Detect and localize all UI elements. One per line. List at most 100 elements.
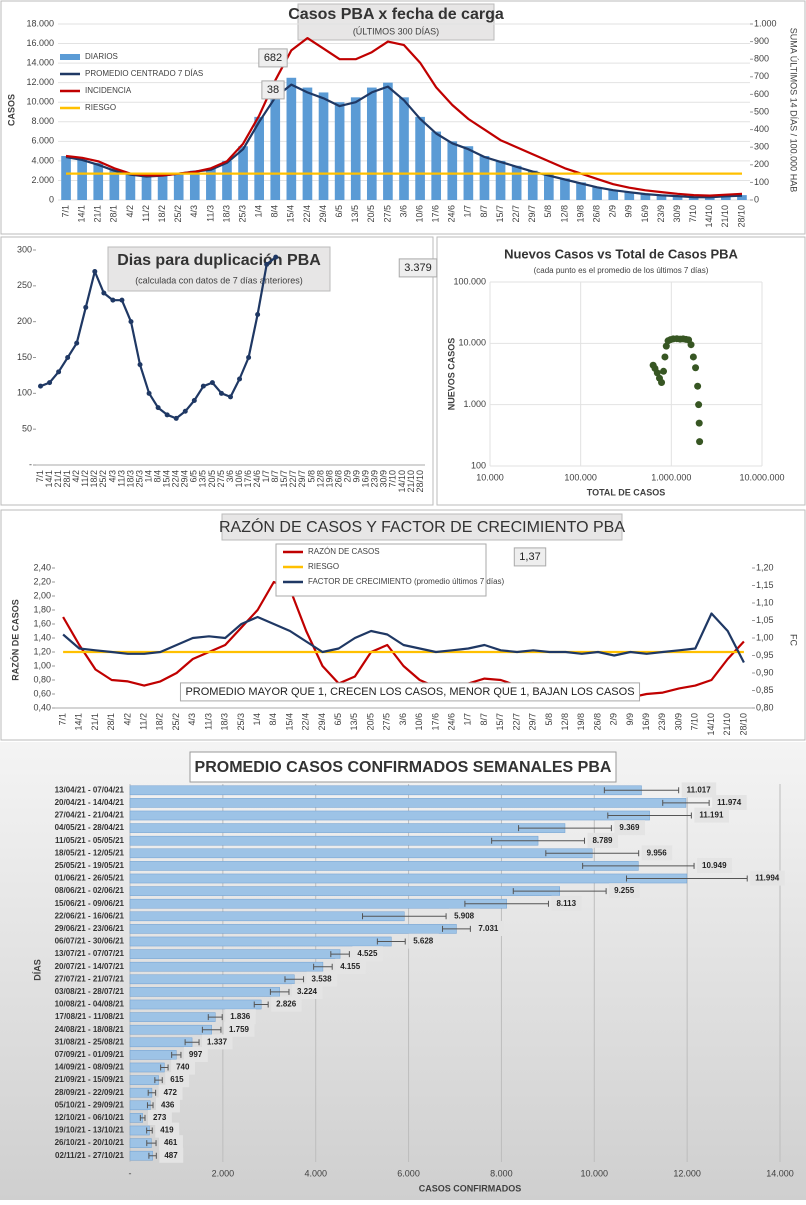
- annotation: 1,37: [519, 551, 540, 563]
- x-tick-label: 10/6: [234, 470, 244, 488]
- x-tick-label: 14/1: [74, 713, 84, 731]
- error-bar: [284, 976, 305, 983]
- annotation-box: [291, 984, 323, 1000]
- error-bar: [184, 1039, 200, 1046]
- x-tick-label: 4/3: [189, 205, 199, 218]
- y2-tick-label: 1.000: [754, 18, 777, 28]
- marker: [101, 290, 107, 296]
- error-bar: [207, 1014, 223, 1021]
- error-bar: [146, 1127, 153, 1134]
- x-tick-label: 7/10: [388, 470, 398, 488]
- x-tick-label: 18/2: [155, 713, 165, 731]
- bar: [189, 170, 200, 200]
- y-tick-label: 11/05/21 - 05/05/21: [55, 836, 125, 845]
- x-tick-label: 18/2: [157, 205, 167, 223]
- marker: [83, 304, 89, 310]
- y-tick-label: 10.000: [458, 338, 486, 348]
- legend-label: FACTOR DE CRECIMIENTO (promedio últimos …: [308, 577, 505, 586]
- y-tick-label: 28/09/21 - 22/09/21: [55, 1088, 125, 1097]
- annotation-box: [712, 795, 747, 811]
- data-label: 8.113: [556, 899, 576, 908]
- bar: [61, 156, 71, 200]
- x-tick-label: 21/1: [93, 205, 103, 223]
- bar: [77, 157, 87, 200]
- x-tick-label: 4.000: [304, 1168, 327, 1178]
- y-tick-label: 27/07/21 - 21/07/21: [55, 974, 125, 983]
- error-bar: [512, 888, 607, 895]
- x-tick-label: 10/6: [414, 713, 424, 731]
- data-label: 4.525: [357, 949, 378, 958]
- x-tick-label: 11/3: [205, 205, 215, 222]
- bar: [129, 936, 392, 947]
- x-tick-label: 15/4: [162, 470, 172, 488]
- y2-tick-label: 0,90: [756, 667, 774, 677]
- bar: [672, 196, 683, 200]
- x-axis-label: CASOS CONFIRMADOS: [419, 1183, 522, 1193]
- bar: [302, 87, 313, 200]
- annotation-box: [587, 832, 619, 848]
- y2-axis-label: FC: [789, 634, 799, 646]
- bar: [129, 835, 539, 846]
- point: [692, 364, 700, 372]
- y2-tick-label: 0: [754, 194, 759, 204]
- x-tick-label: 12/8: [315, 470, 325, 488]
- annotation-box: [398, 258, 438, 278]
- annotation-box: [179, 682, 641, 702]
- annotation-box: [641, 845, 673, 861]
- data-label: 9.956: [647, 848, 668, 857]
- x-tick-label: 14/1: [44, 470, 54, 488]
- x-tick-label: 22/7: [511, 205, 521, 223]
- data-label: 740: [176, 1063, 190, 1072]
- x-tick-label: 29/4: [180, 470, 190, 488]
- data-label: 1.337: [207, 1037, 228, 1046]
- error-bar: [607, 812, 692, 819]
- bar: [383, 82, 393, 200]
- y-tick-label: 1,40: [33, 632, 51, 642]
- error-bar: [148, 1152, 157, 1159]
- bar: [222, 160, 232, 200]
- y-tick-label: 18/05/21 - 12/05/21: [55, 848, 125, 857]
- bar: [129, 961, 324, 972]
- bar: [141, 175, 152, 200]
- x-tick-label: 30/9: [672, 205, 682, 223]
- x-tick-label: 13/5: [349, 713, 359, 731]
- y-tick-label: 1,00: [33, 660, 51, 670]
- annotation-box: [258, 48, 288, 68]
- marker: [128, 319, 134, 325]
- data-label: 1.836: [230, 1012, 251, 1021]
- bar: [286, 77, 297, 200]
- y-tick-label: 150: [17, 352, 32, 362]
- x-tick-label: 24/6: [252, 470, 262, 488]
- y2-tick-label: 1,15: [756, 580, 774, 590]
- chart-subtitle: (calculada con datos de 7 días anteriore…: [135, 275, 303, 285]
- x-tick-label: 5/8: [544, 713, 554, 726]
- title-box: [221, 513, 623, 541]
- chart-title: RAZÓN DE CASOS Y FACTOR DE CRECIMIENTO P…: [219, 517, 625, 536]
- point: [695, 419, 703, 427]
- marker: [110, 297, 116, 303]
- point: [660, 367, 668, 375]
- data-label: 2.826: [276, 1000, 297, 1009]
- x-tick-label: 1/7: [463, 205, 473, 218]
- x-tick-label: 22/7: [511, 713, 521, 731]
- point: [689, 353, 697, 361]
- data-label: 11.994: [755, 874, 780, 883]
- bar: [129, 798, 687, 808]
- annotation-box: [614, 820, 645, 836]
- marker: [246, 355, 252, 360]
- y-tick-label: 6.000: [31, 136, 54, 146]
- x-tick-label: 4/2: [71, 470, 81, 483]
- y-tick-label: 2,40: [33, 562, 51, 572]
- bar: [129, 1037, 193, 1048]
- annotation-box: [449, 908, 480, 924]
- y2-tick-label: 1,20: [756, 562, 774, 572]
- x-tick-label: 28/10: [736, 205, 746, 228]
- y-tick-label: 21/09/21 - 15/09/21: [55, 1075, 125, 1084]
- x-tick-label: 9/9: [625, 713, 635, 726]
- x-tick-label: 8/7: [270, 470, 280, 483]
- data-label: 615: [170, 1075, 184, 1084]
- y-tick-label: 20/04/21 - 14/04/21: [55, 798, 125, 807]
- x-tick-label: 15/4: [284, 713, 294, 731]
- x-tick-label: 28/10: [415, 470, 425, 493]
- marker: [74, 340, 80, 346]
